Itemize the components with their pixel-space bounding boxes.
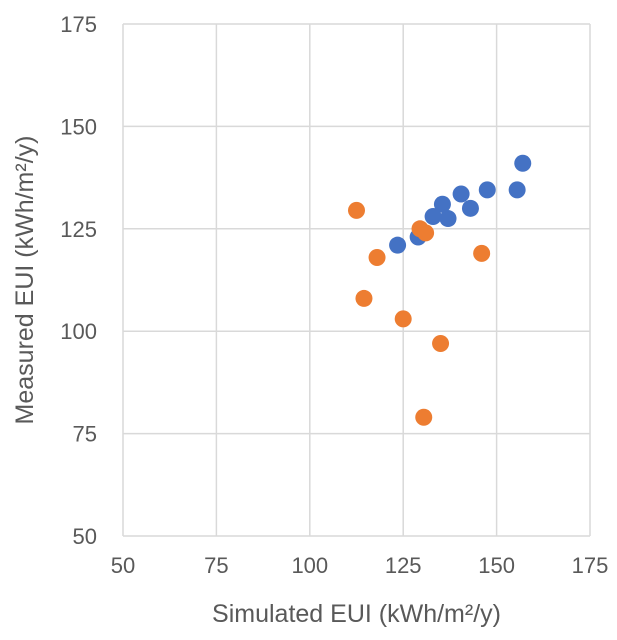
y-tick-label: 175 [60, 12, 97, 37]
x-tick-label: 50 [111, 553, 135, 578]
y-axis-title: Measured EUI (kWh/m²/y) [11, 136, 39, 425]
y-tick-label: 50 [73, 524, 97, 549]
blue-data-point [514, 154, 532, 172]
blue-data-point [433, 195, 451, 213]
grid-layer [122, 23, 591, 537]
x-tick-label: 100 [291, 553, 328, 578]
x-axis-title: Simulated EUI (kWh/m²/y) [212, 600, 501, 628]
blue-data-point [424, 208, 442, 226]
tick-label-layer: 50 75 100 125 150 175 50 75 100 125 150 175 [60, 12, 608, 578]
orange-data-point [473, 244, 491, 262]
x-tick-label: 125 [385, 553, 422, 578]
y-tick-label: 150 [60, 114, 97, 139]
blue-data-point [461, 199, 479, 217]
y-tick-label: 125 [60, 217, 97, 242]
blue-data-point [389, 236, 407, 254]
orange-data-point [417, 224, 435, 242]
orange-data-point [432, 334, 450, 352]
y-tick-label: 75 [73, 422, 97, 447]
blue-data-point [439, 210, 457, 228]
data-point-layer [348, 154, 532, 426]
blue-data-point [478, 181, 496, 199]
orange-data-point [415, 408, 433, 426]
blue-data-point [452, 185, 470, 203]
x-tick-label: 75 [204, 553, 228, 578]
x-tick-label: 175 [572, 553, 609, 578]
blue-data-point [508, 181, 526, 199]
orange-data-point [394, 310, 412, 328]
orange-data-point [355, 289, 373, 307]
y-tick-label: 100 [60, 319, 97, 344]
x-tick-label: 150 [478, 553, 515, 578]
orange-data-point [368, 248, 386, 266]
orange-data-point [348, 201, 365, 219]
